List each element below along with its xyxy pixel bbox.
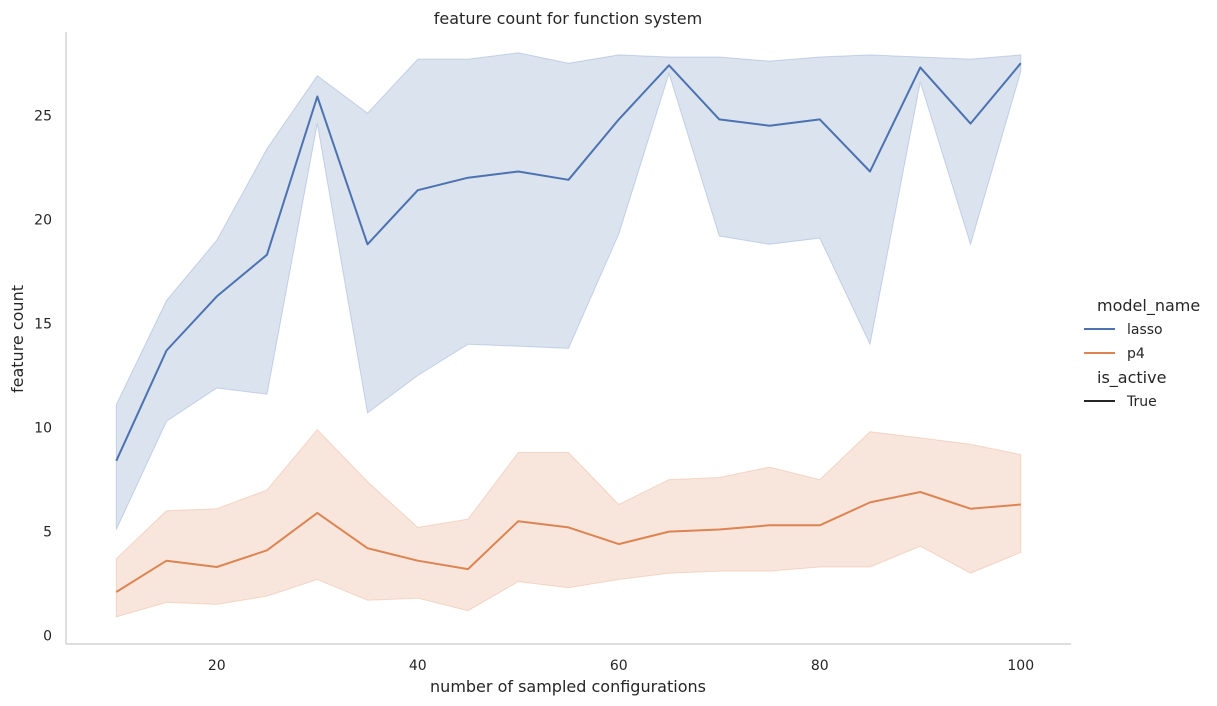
- y-tick-label: 25: [34, 108, 52, 124]
- x-tick-label: 20: [208, 658, 226, 674]
- confidence-bands: [115, 52, 1022, 618]
- axes: [65, 32, 1071, 645]
- x-tick-label: 60: [610, 658, 628, 674]
- series-lines: [115, 62, 1022, 593]
- x-tick-label: 40: [409, 658, 427, 674]
- confidence-band-p4: [115, 428, 1022, 618]
- series-line-lasso: [115, 62, 1022, 462]
- x-axis-label: number of sampled configurations: [430, 677, 706, 696]
- x-tick-label: 100: [1007, 658, 1034, 674]
- y-tick-labels: 0 5 10 15 20 25: [34, 108, 52, 644]
- y-axis-label: feature count: [8, 285, 27, 393]
- y-tick-label: 10: [34, 421, 52, 437]
- legend-title-model-name: model_name: [1097, 296, 1200, 316]
- legend-label-lasso: lasso: [1127, 322, 1163, 338]
- y-tick-label: 20: [34, 212, 52, 228]
- series-line-p4: [115, 491, 1021, 593]
- x-tick-label: 80: [811, 658, 829, 674]
- y-tick-label: 0: [43, 629, 52, 645]
- legend-title-is-active: is_active: [1097, 368, 1166, 388]
- legend-label-p4: p4: [1127, 346, 1145, 362]
- legend-label-style: True: [1126, 394, 1157, 410]
- y-tick-label: 5: [43, 525, 52, 541]
- chart-title: feature count for function system: [434, 9, 702, 28]
- y-tick-label: 15: [34, 316, 52, 332]
- x-tick-labels: 20 40 60 80 100: [208, 658, 1034, 674]
- legend: model_name is_active lasso p4 True: [1084, 296, 1200, 410]
